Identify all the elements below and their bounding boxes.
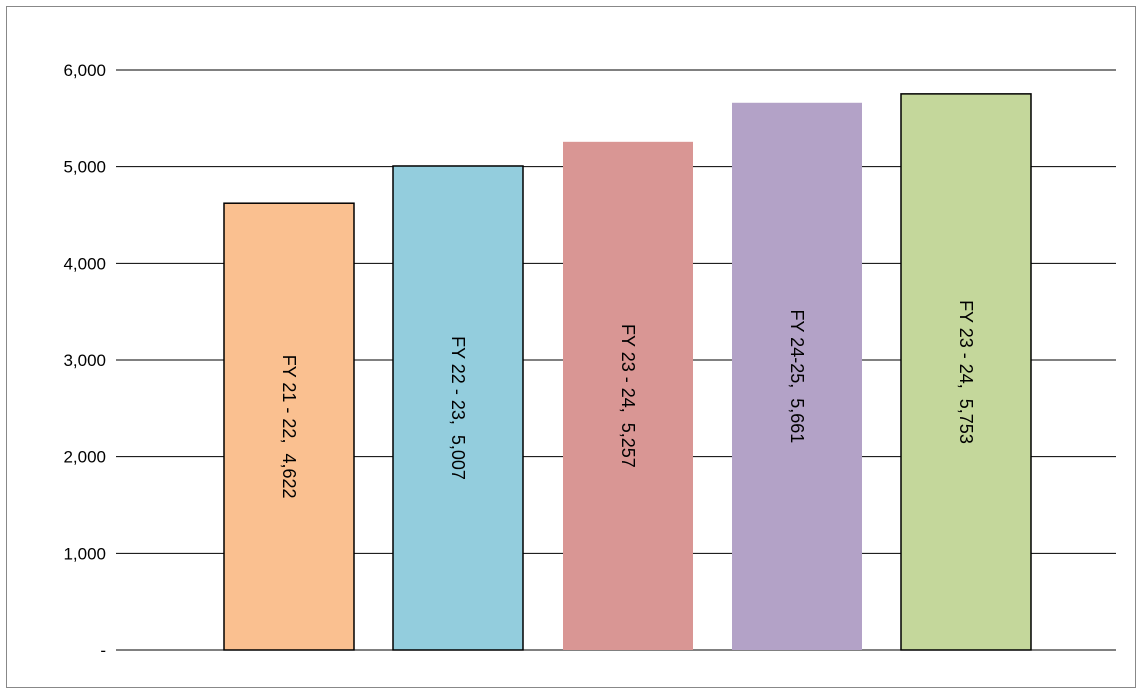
y-tick-label: 2,000 [63,448,106,467]
bar [732,102,862,650]
y-tick-label: - [100,641,106,660]
y-tick-label: 1,000 [63,544,106,563]
bars [223,93,1032,651]
y-axis-tick-labels: - 1,000 2,000 3,000 4,000 5,000 6,000 [63,61,106,660]
bar-data-label: FY 23 - 24, 5,753 [956,300,976,444]
bar-data-labels: FY 21 - 22, 4,622 FY 22 - 23, 5,007 FY 23 … [279,300,976,498]
bar-data-label: FY 23 - 24, 5,257 [618,324,638,468]
bar-data-label: FY 24-25, 5,661 [787,310,807,444]
bar-data-label: FY 21 - 22, 4,622 [279,355,299,499]
bar [392,165,524,651]
y-tick-label: 4,000 [63,254,106,273]
bar [900,93,1032,651]
y-tick-label: 6,000 [63,61,106,80]
bar [563,141,693,650]
bar-data-label: FY 22 - 23, 5,007 [448,336,468,480]
y-tick-label: 5,000 [63,158,106,177]
bar [223,202,355,651]
y-tick-label: 3,000 [63,351,106,370]
